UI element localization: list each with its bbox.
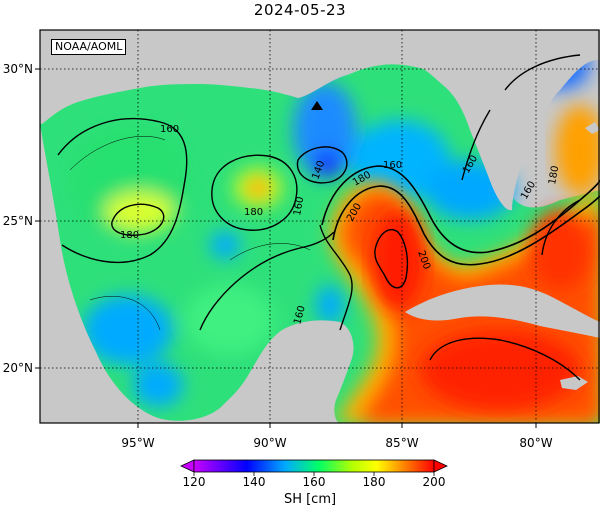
colorbar-min-arrow-icon [180,459,195,473]
colorbar-tick-label: 120 [183,475,206,489]
colorbar-tick-label: 180 [363,475,386,489]
colorbar-max-arrow-icon [433,459,448,473]
colorbar-gradient [193,459,435,473]
x-tick-label: 80°W [519,436,552,450]
graticule [40,30,600,423]
y-axis-labels: 30°N 25°N 20°N [3,62,33,375]
contour-label: 180 [547,165,561,186]
station-marker-icon [311,101,323,110]
x-axis-labels: 95°W 90°W 85°W 80°W [121,436,552,450]
colorbar-tick-label: 160 [303,475,326,489]
contour-label: 160 [383,160,402,171]
contour-label: 160 [292,196,306,217]
axis-ticks [35,68,537,428]
y-tick-label: 25°N [3,214,33,228]
y-tick-label: 30°N [3,62,33,76]
map-title: 2024-05-23 [253,1,347,19]
colorbar: 120 140 160 180 200 [180,459,448,489]
contour-lines [57,54,600,381]
colorbar-tick-label: 140 [243,475,266,489]
credit-label: NOAA/AOML [51,39,127,55]
colorbar-label: SH [cm] [283,492,337,507]
y-tick-label: 20°N [3,361,33,375]
contour-label: 160 [292,304,308,325]
land-masses [40,30,600,423]
map-frame [39,29,600,424]
x-tick-label: 95°W [121,436,154,450]
contour-label: 180 [244,207,263,218]
x-tick-label: 85°W [385,436,418,450]
contour-label: 180 [120,230,139,241]
x-tick-label: 90°W [253,436,286,450]
colorbar-tick-label: 200 [423,475,446,489]
contour-label: 160 [160,124,179,135]
